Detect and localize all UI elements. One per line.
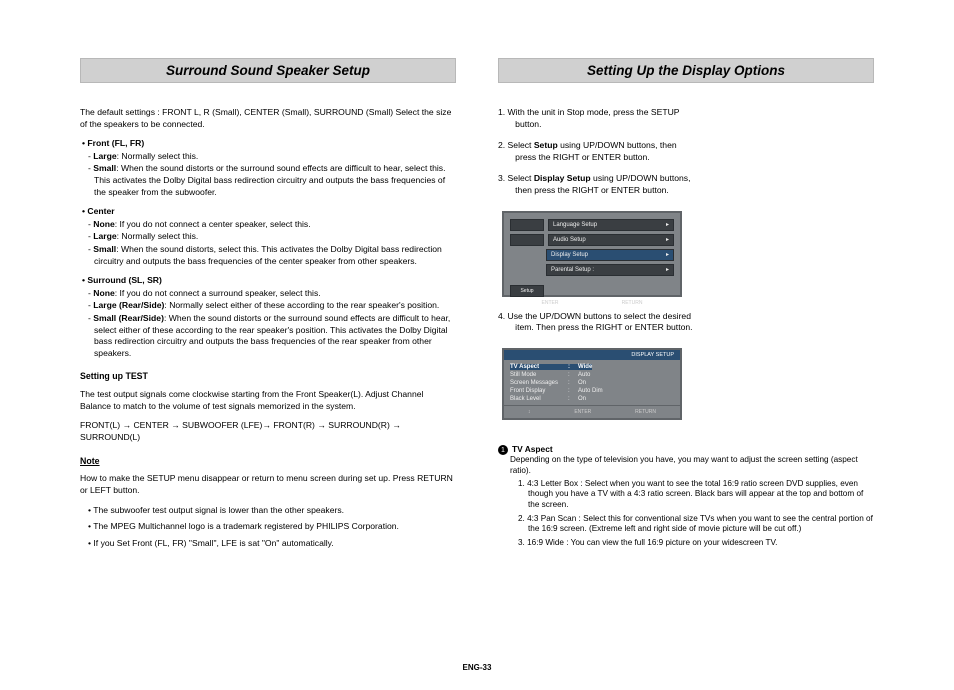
tv-aspect-opt3: 3. 16:9 Wide : You can view the full 16:…: [518, 538, 874, 549]
osd2-footer-3: RETURN: [635, 409, 656, 415]
right-column: Setting Up the Display Options 1. With t…: [498, 58, 874, 660]
osd-item-parental: Parental Setup :▸: [546, 264, 674, 276]
front-small: Small: When the sound distorts or the su…: [88, 163, 456, 198]
osd2-row: TV Aspect:Wide: [510, 363, 674, 371]
osd-footer-return: RETURN: [622, 300, 643, 306]
left-body: The default settings : FRONT L, R (Small…: [80, 107, 456, 557]
manual-page: Surround Sound Speaker Setup The default…: [0, 0, 954, 690]
step-4-wrap: 4. Use the UP/DOWN buttons to select the…: [498, 311, 874, 344]
test-title: Setting up TEST: [80, 371, 456, 383]
note-2: The MPEG Multichannel logo is a trademar…: [88, 521, 456, 533]
test-chain: FRONT(L) → CENTER → SUBWOOFER (LFE)→ FRO…: [80, 420, 456, 443]
osd-footer-enter: ENTER: [542, 300, 559, 306]
osd-tab-2: [510, 234, 544, 246]
osd2-row: Still Mode:Auto: [510, 371, 674, 379]
center-large: Large: Normally select this.: [88, 231, 456, 243]
osd-item-display: Display Setup▸: [546, 249, 674, 261]
step-1: 1. With the unit in Stop mode, press the…: [498, 107, 874, 130]
note-intro: How to make the SETUP menu disappear or …: [80, 473, 456, 496]
step-2: 2. Select Setup using UP/DOWN buttons, t…: [498, 140, 874, 163]
front-title: Front (FL, FR): [80, 138, 456, 150]
step-3: 3. Select Display Setup using UP/DOWN bu…: [498, 173, 874, 196]
page-number: ENG-33: [0, 663, 954, 672]
note-title: Note: [80, 456, 456, 468]
osd-tab-1: [510, 219, 544, 231]
osd2-row: Screen Messages:On: [510, 379, 674, 387]
left-header: Surround Sound Speaker Setup: [80, 58, 456, 83]
osd2-title: DISPLAY SETUP: [504, 350, 680, 360]
surround-large: Large (Rear/Side): Normally select eithe…: [88, 300, 456, 312]
osd-display-setup: DISPLAY SETUP TV Aspect:WideStill Mode:A…: [502, 348, 682, 420]
osd-item-language: Language Setup▸: [548, 219, 674, 231]
steps: 1. With the unit in Stop mode, press the…: [498, 107, 874, 207]
osd2-footer-1: ↕: [528, 409, 531, 415]
tv-aspect-opt1: 1. 4:3 Letter Box : Select when you want…: [518, 479, 874, 511]
osd2-row: Front Display:Auto Dim: [510, 387, 674, 395]
step-4: 4. Use the UP/DOWN buttons to select the…: [498, 311, 874, 334]
center-small: Small: When the sound distorts, select t…: [88, 244, 456, 267]
tv-aspect-section: 1 TV Aspect Depending on the type of tele…: [498, 444, 874, 552]
surround-small: Small (Rear/Side): When the sound distor…: [88, 313, 456, 359]
center-none: None: If you do not connect a center spe…: [88, 219, 456, 231]
test-body: The test output signals come clockwise s…: [80, 389, 456, 412]
intro-text: The default settings : FRONT L, R (Small…: [80, 107, 456, 130]
left-column: Surround Sound Speaker Setup The default…: [80, 58, 456, 660]
osd-item-audio: Audio Setup▸: [548, 234, 674, 246]
surround-title: Surround (SL, SR): [80, 275, 456, 287]
osd2-body: TV Aspect:WideStill Mode:AutoScreen Mess…: [504, 360, 680, 405]
osd2-row: Black Level:On: [510, 395, 674, 403]
surround-none: None: If you do not connect a surround s…: [88, 288, 456, 300]
badge-icon: 1: [498, 445, 508, 455]
center-title: Center: [80, 206, 456, 218]
note-1: The subwoofer test output signal is lowe…: [88, 505, 456, 517]
osd2-footer-2: ENTER: [574, 409, 591, 415]
tv-aspect-intro: Depending on the type of television you …: [510, 455, 874, 476]
note-3: If you Set Front (FL, FR) "Small", LFE i…: [88, 538, 456, 550]
osd-setup-menu: Language Setup▸ Audio Setup▸ Display Set…: [502, 211, 682, 297]
osd-tab-setup: Setup: [510, 285, 544, 297]
tv-aspect-title: TV Aspect: [512, 444, 553, 454]
right-header: Setting Up the Display Options: [498, 58, 874, 83]
tv-aspect-opt2: 2. 4:3 Pan Scan : Select this for conven…: [518, 514, 874, 535]
front-large: Large: Normally select this.: [88, 151, 456, 163]
